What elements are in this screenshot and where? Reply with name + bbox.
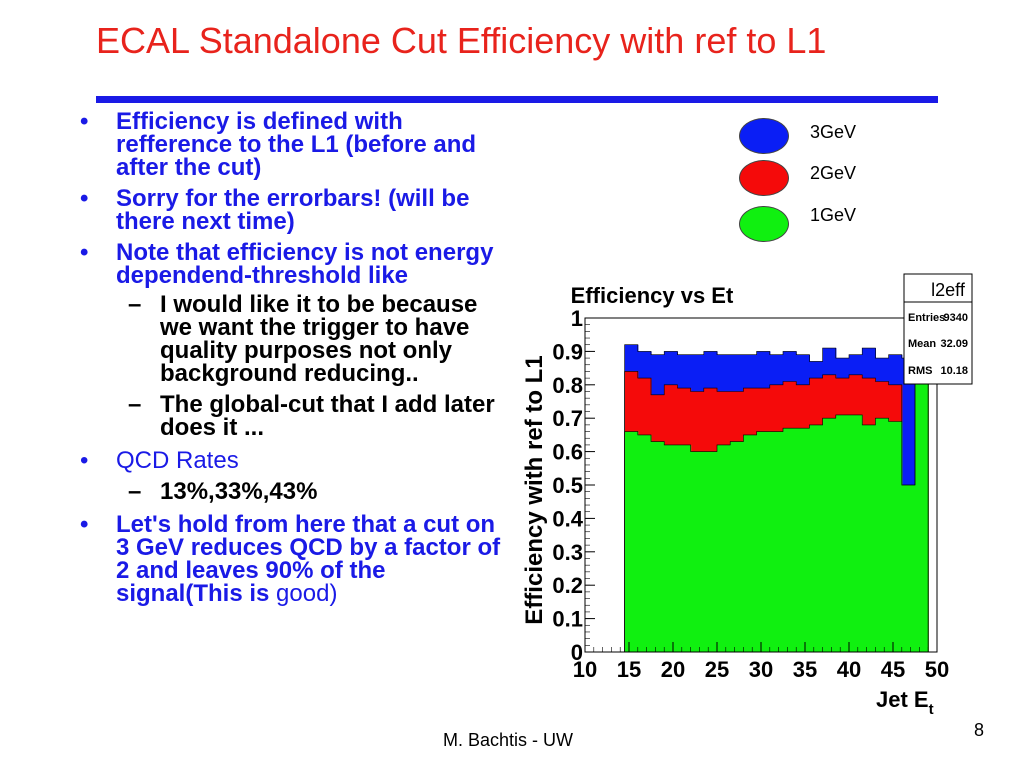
bar-1gev-6 xyxy=(703,451,718,652)
bullet-text: Efficiency is defined with refference to… xyxy=(116,108,477,181)
stats-label-mean: Mean xyxy=(908,338,936,350)
bar-1gev-1 xyxy=(637,434,652,652)
stats-value-rms: 10.18 xyxy=(940,365,968,377)
series-outline-2gev xyxy=(624,321,929,652)
sub-bullet-text: The global-cut that I add later does it … xyxy=(160,391,495,441)
bar-1gev-9 xyxy=(743,434,758,652)
y-axis-label: Efficiency with ref to L1 xyxy=(521,355,548,624)
bar-1gev-5 xyxy=(690,451,705,652)
bullet-item: • Sorry for the errorbars! (will be ther… xyxy=(76,185,506,235)
bullet-item: • Efficiency is defined with refference … xyxy=(76,108,506,181)
y-tick-label: 0.3 xyxy=(552,540,583,565)
legend-label-3gev: 3GeV xyxy=(810,122,857,142)
bar-1gev-4 xyxy=(677,444,692,652)
sub-bullet-item: – I would like it to be because we want … xyxy=(76,291,506,387)
stats-label-rms: RMS xyxy=(908,365,932,377)
legend-swatch-3gev xyxy=(739,118,789,154)
bullet-glyph: • xyxy=(80,511,89,538)
x-tick-label: 35 xyxy=(793,657,817,682)
bar-1gev-22 xyxy=(915,331,929,652)
stats-label-entries: Entries xyxy=(908,312,945,324)
bullet-item: • QCD Rates xyxy=(76,447,506,474)
bar-1gev-17 xyxy=(849,414,863,652)
sub-bullet-item: – The global-cut that I add later does i… xyxy=(76,391,506,441)
bar-1gev-14 xyxy=(809,424,824,652)
bar-1gev-0 xyxy=(624,431,639,652)
bar-1gev-16 xyxy=(835,414,850,652)
bar-1gev-20 xyxy=(888,421,903,652)
bullet-item: • Let's hold from here that a cut on 3 G… xyxy=(76,511,506,607)
footer-author: M. Bachtis - UW xyxy=(443,730,574,750)
bullet-text: Let's hold from here that a cut on 3 GeV… xyxy=(116,511,501,607)
dash-glyph: – xyxy=(128,391,142,418)
bullet-glyph: • xyxy=(80,447,89,474)
bullet-item: • Note that efficiency is not energy dep… xyxy=(76,239,506,289)
bar-1gev-13 xyxy=(796,428,810,652)
y-tick-label: 1 xyxy=(571,306,583,331)
bullet-glyph: • xyxy=(80,108,89,135)
x-tick-label: 25 xyxy=(705,657,729,682)
y-tick-label: 0.5 xyxy=(552,473,583,498)
y-tick-label: 0.7 xyxy=(552,406,583,431)
slide-title: ECAL Standalone Cut Efficiency with ref … xyxy=(96,20,827,61)
title-underline xyxy=(96,96,938,103)
x-tick-label: 50 xyxy=(925,657,949,682)
y-tick-label: 0.4 xyxy=(552,506,583,531)
series-outline-3gev xyxy=(624,321,929,652)
legend-swatch-2gev xyxy=(739,160,789,196)
bar-1gev-7 xyxy=(717,444,731,652)
x-tick-label: 10 xyxy=(573,657,597,682)
sub-bullet-item: – 13%,33%,43% xyxy=(76,478,506,505)
legend-swatch-1gev xyxy=(739,206,789,242)
y-tick-label: 0.1 xyxy=(552,607,583,632)
sub-bullet-text: I would like it to be because we want th… xyxy=(160,291,478,387)
x-tick-label: 45 xyxy=(881,657,905,682)
bar-1gev-15 xyxy=(822,418,837,652)
stats-value-entries: 9340 xyxy=(944,312,968,324)
x-axis-label-main: Jet E xyxy=(876,687,929,712)
chart-title: Efficiency vs Et xyxy=(571,283,734,308)
bar-1gev-8 xyxy=(730,441,744,652)
x-axis-label: Jet Et xyxy=(876,687,934,718)
bullet-text: Sorry for the errorbars! (will be there … xyxy=(116,185,470,235)
y-tick-label: 0.2 xyxy=(552,573,583,598)
x-tick-label: 20 xyxy=(661,657,685,682)
page-number: 8 xyxy=(974,720,985,740)
dash-glyph: – xyxy=(128,478,142,505)
x-tick-label: 15 xyxy=(617,657,641,682)
y-tick-label: 0.6 xyxy=(552,440,583,465)
x-tick-label: 30 xyxy=(749,657,773,682)
bar-1gev-10 xyxy=(756,431,771,652)
stats-box-name: l2eff xyxy=(931,280,966,300)
bullet-list: • Efficiency is defined with refference … xyxy=(76,110,506,613)
y-tick-label: 0 xyxy=(571,640,583,665)
y-tick-label: 0.8 xyxy=(552,373,583,398)
sub-bullet-text: 13%,33%,43% xyxy=(160,478,318,505)
x-tick-label: 40 xyxy=(837,657,861,682)
bar-1gev-3 xyxy=(664,444,678,652)
bar-1gev-11 xyxy=(769,431,784,652)
bar-1gev-12 xyxy=(783,428,797,652)
bullet-text-plain: good) xyxy=(276,580,338,607)
bullet-text: QCD Rates xyxy=(116,447,239,474)
bar-1gev-21 xyxy=(901,485,916,652)
bullet-glyph: • xyxy=(80,239,89,266)
dash-glyph: – xyxy=(128,291,142,318)
bar-1gev-2 xyxy=(651,441,665,652)
stats-value-mean: 32.09 xyxy=(940,338,968,350)
x-axis-label-sub: t xyxy=(929,701,934,718)
legend-label-2gev: 2GeV xyxy=(810,163,857,183)
bar-1gev-18 xyxy=(862,424,876,652)
bullet-glyph: • xyxy=(80,185,89,212)
series-outline-1gev xyxy=(624,331,929,652)
legend-label-1gev: 1GeV xyxy=(810,205,857,225)
y-tick-label: 0.9 xyxy=(552,339,583,364)
plot-frame xyxy=(584,317,938,653)
stats-box: l2eff Entries 9340 Mean 32.09 RMS 10.18 xyxy=(903,273,973,385)
bullet-text: Note that efficiency is not energy depen… xyxy=(116,239,494,289)
bar-1gev-19 xyxy=(875,418,890,652)
